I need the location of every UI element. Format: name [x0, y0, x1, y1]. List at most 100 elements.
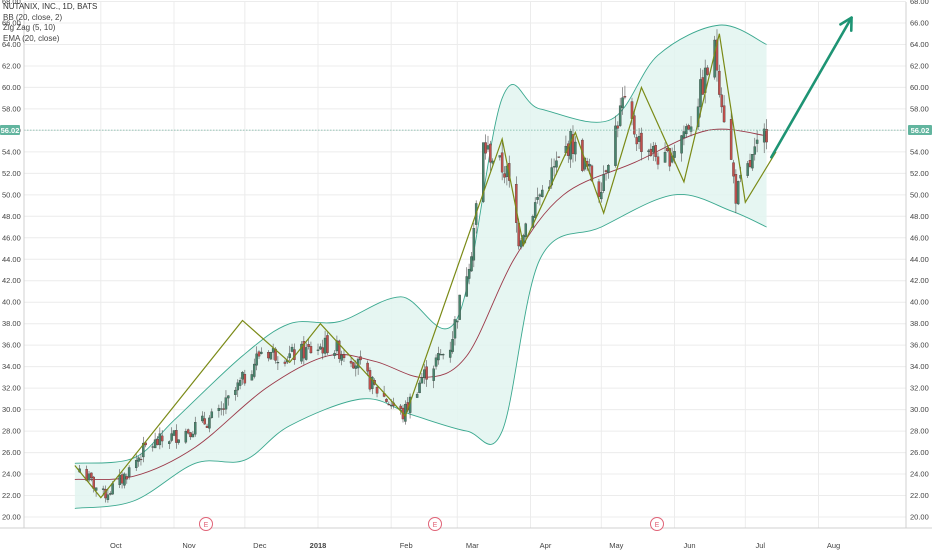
y-tick-label-right: 34.00 [910, 362, 929, 371]
candle-body [465, 276, 468, 297]
y-tick-label-left: 50.00 [2, 190, 21, 199]
candle-body [227, 395, 230, 399]
candle-body [172, 430, 176, 436]
candle-body [524, 223, 528, 237]
candle-body [618, 105, 622, 126]
candle-body [482, 142, 485, 202]
y-tick-label-right: 28.00 [910, 427, 929, 436]
candle-body [753, 146, 757, 155]
y-tick-label-left: 30.00 [2, 405, 21, 414]
candle-body [422, 369, 426, 379]
y-tick-label-left: 64.00 [2, 40, 21, 49]
candle-body [498, 155, 502, 158]
earnings-marker-label: E [433, 522, 438, 529]
y-tick-label-left: 66.00 [2, 18, 21, 27]
candle-body [205, 425, 209, 428]
candle-body [316, 349, 320, 351]
candle-body [673, 151, 676, 158]
x-tick-label: Aug [827, 541, 840, 550]
y-tick-label-right: 66.00 [910, 18, 929, 27]
candle-body [437, 353, 440, 361]
candle-body [699, 79, 702, 108]
candle-body [736, 181, 740, 205]
price-badge-right-bg [908, 125, 932, 135]
candle-body [120, 474, 124, 484]
forecast-arrow [769, 16, 853, 159]
candle-body [505, 165, 509, 178]
candle-body [238, 380, 242, 386]
candle-body [241, 372, 244, 380]
price-badge-left-bg [0, 125, 20, 135]
candle-body [420, 377, 424, 384]
price-badge-left: 56.02 [1, 126, 20, 135]
candle-body [637, 135, 641, 142]
candle-body [647, 150, 650, 152]
candle-body [186, 429, 190, 434]
candle-body [451, 339, 454, 352]
y-tick-label-right: 68.00 [910, 0, 929, 6]
candle-body [333, 352, 336, 356]
candle-body [194, 422, 197, 435]
candle-body [751, 154, 754, 169]
candle-body [439, 354, 443, 356]
legend-zigzag[interactable]: Zig Zag (5, 10) [3, 23, 56, 32]
price-axis-left[interactable]: 20.00 22.00 24.00 26.00 28.00 30.00 32.00 34.00… [2, 0, 25, 528]
candle-body [729, 119, 733, 160]
candle-body [649, 148, 653, 156]
candle-body [111, 483, 114, 495]
candle-body [170, 433, 173, 441]
x-tick-label: 2018 [310, 541, 327, 550]
y-tick-label-left: 26.00 [2, 448, 21, 457]
candle-body [354, 365, 358, 369]
candle-body [250, 374, 254, 381]
candle-body [715, 39, 719, 71]
legend-bb[interactable]: BB (20, close, 2) [3, 12, 63, 22]
x-tick-label: Nov [182, 541, 196, 550]
y-tick-label-left: 48.00 [2, 212, 21, 221]
candle-body [574, 141, 577, 155]
candle-body [533, 202, 537, 218]
y-tick-label-right: 46.00 [910, 233, 929, 242]
zigzag-polyline [74, 33, 777, 499]
candle-body [555, 160, 558, 168]
candle-body [177, 439, 180, 443]
candle-body [458, 294, 461, 320]
candle-body [538, 194, 542, 197]
candle-body [307, 344, 310, 347]
candle-body [321, 347, 324, 354]
candle-body [142, 442, 145, 458]
legend-ema[interactable]: EMA (20, close) [3, 33, 60, 43]
earnings-marker [199, 517, 213, 531]
candle-body [217, 408, 221, 411]
candle-body [557, 156, 561, 158]
candle-body [623, 96, 627, 98]
y-tick-label-right: 62.00 [910, 61, 929, 70]
candle-body [571, 134, 575, 154]
candle-body [191, 433, 195, 438]
time-axis[interactable]: Oct Nov Dec 2018 Feb Mar Apr May Jun Jul Aug [0, 527, 932, 550]
candle-body [302, 341, 306, 359]
candle-body [621, 97, 624, 108]
y-tick-label-left: 58.00 [2, 104, 21, 113]
y-tick-label-right: 24.00 [910, 470, 929, 479]
candle-body [175, 430, 178, 443]
y-tick-label-right: 64.00 [910, 40, 929, 49]
y-tick-label-left: 28.00 [2, 427, 21, 436]
candle-body [300, 343, 303, 362]
bb-fill [74, 25, 767, 509]
candle-body [234, 389, 237, 395]
y-tick-label-right: 58.00 [910, 104, 929, 113]
candle-body [389, 405, 393, 407]
legend-symbol[interactable]: NUTANIX, INC., 1D, BATS [3, 2, 98, 11]
candle-body [210, 411, 214, 418]
candle-body [748, 160, 752, 167]
candle-body [151, 446, 155, 448]
candle-body [319, 346, 322, 350]
candle-body [486, 145, 490, 150]
earnings-marker [650, 517, 664, 531]
candle-body [184, 431, 188, 443]
forecast-arrow-head [839, 16, 853, 32]
price-axis-right[interactable]: 20.00 22.00 24.00 26.00 28.00 30.00 32.00 34.00… [905, 0, 929, 528]
x-tick-label: Jun [683, 541, 695, 550]
